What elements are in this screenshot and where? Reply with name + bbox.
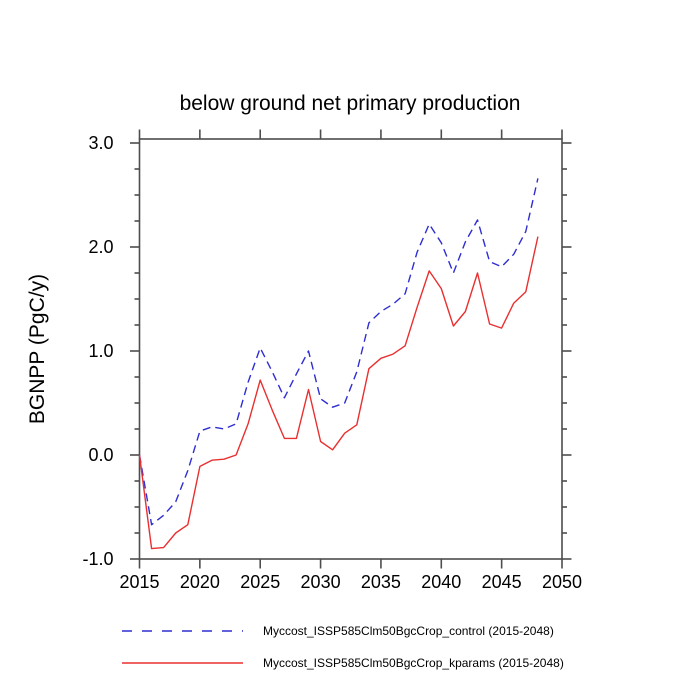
plot-frame [138,138,563,560]
y-axis-label: BGNPP (PgC/y) [26,274,49,424]
x-tick-label: 2020 [180,572,220,592]
legend-control-label: Myccost_ISSP585Clm50BgcCrop_control (201… [263,624,554,638]
y-tick-label: 1.0 [88,341,113,361]
legend: Myccost_ISSP585Clm50BgcCrop_control (201… [122,624,564,670]
axis-ticks [130,129,572,569]
x-tick-label: 2025 [240,572,280,592]
x-tick-label: 2050 [542,572,582,592]
x-tick-label: 2040 [421,572,461,592]
axis-tick-labels: 2015 2020 2025 2030 2035 2040 2045 2050 -1.0 0.0 1… [82,133,582,592]
data-series [138,178,539,550]
y-tick-label: 0.0 [88,445,113,465]
y-tick-label: 2.0 [88,237,113,257]
series-line-0 [138,178,539,526]
x-tick-label: 2035 [361,572,401,592]
y-tick-label: -1.0 [82,549,113,569]
x-tick-label: 2030 [301,572,341,592]
x-tick-label: 2015 [119,572,159,592]
y-tick-label: 3.0 [88,133,113,153]
chart-title: below ground net primary production [180,92,521,115]
x-tick-label: 2045 [482,572,522,592]
series-line-1 [138,236,539,550]
legend-kparams-label: Myccost_ISSP585Clm50BgcCrop_kparams (201… [263,656,564,670]
